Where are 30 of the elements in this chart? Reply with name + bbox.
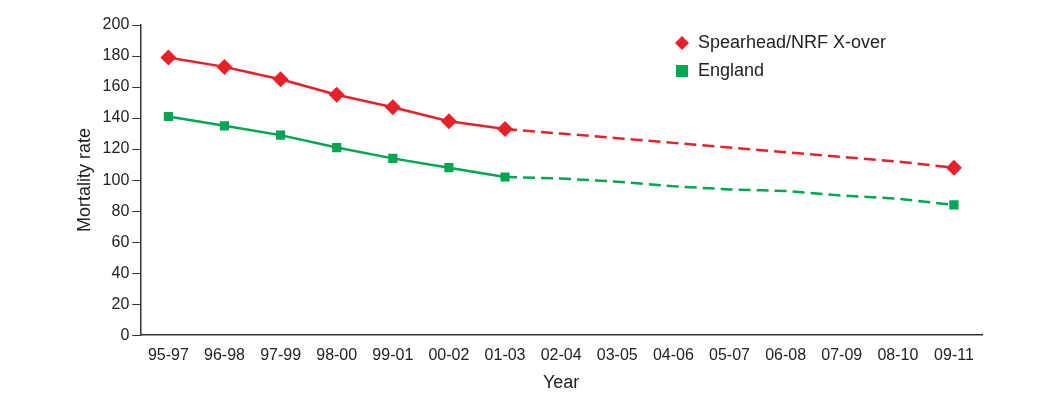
x-axis-title: Year	[542, 372, 580, 393]
legend-label: England	[698, 59, 765, 80]
y-tick-label: 0	[120, 325, 130, 343]
x-tick-label: 98-00	[316, 346, 358, 364]
y-tick-label: 200	[102, 15, 130, 33]
y-tick-label: 60	[111, 232, 130, 250]
y-tick-label: 40	[111, 263, 130, 281]
y-tick-label: 120	[102, 139, 130, 157]
y-tick-label: 140	[102, 108, 130, 126]
x-tick-label: 97-99	[260, 346, 302, 364]
x-tick-label: 08-10	[877, 346, 919, 364]
x-tick-label: 04-06	[652, 346, 694, 364]
y-tick-label: 20	[111, 294, 130, 312]
x-tick-label: 02-04	[540, 346, 582, 364]
x-tick-label: 07-09	[821, 346, 863, 364]
x-tick-label: 95-97	[147, 346, 189, 364]
x-tick-label: 00-02	[428, 346, 470, 364]
y-tick-label: 80	[111, 201, 130, 219]
x-tick-label: 99-01	[372, 346, 414, 364]
legend-label: Spearhead/NRF X-over	[698, 31, 887, 52]
x-tick-label: 96-98	[204, 346, 246, 364]
x-tick-label: 01-03	[484, 346, 526, 364]
x-tick-label: 06-08	[765, 346, 807, 364]
x-tick-label: 05-07	[709, 346, 751, 364]
x-tick-label: 09-11	[934, 346, 974, 364]
y-tick-label: 180	[102, 46, 130, 64]
y-tick-label: 160	[102, 77, 130, 95]
y-axis-title: Mortality rate	[73, 128, 94, 233]
y-tick-label: 100	[102, 170, 130, 188]
x-tick-label: 03-05	[596, 346, 638, 364]
